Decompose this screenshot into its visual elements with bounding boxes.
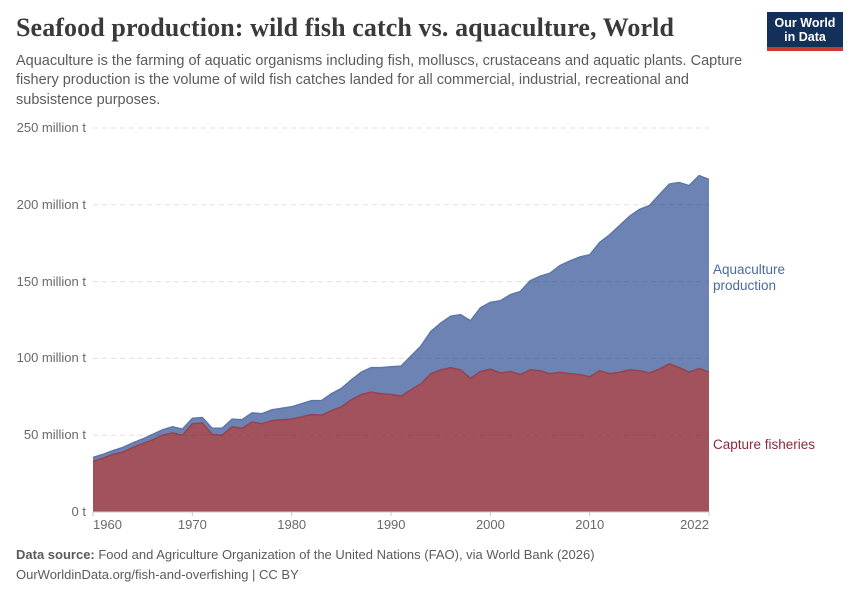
y-axis-tick-label-100: 100 million t bbox=[16, 350, 86, 366]
owid-logo-line2: in Data bbox=[784, 30, 826, 44]
x-axis-tick-marks bbox=[92, 512, 710, 516]
owid-logo-line1: Our World bbox=[774, 16, 836, 30]
license-link[interactable]: OurWorldinData.org/fish-and-overfishing … bbox=[16, 566, 299, 582]
y-axis-tick-label-250: 250 million t bbox=[16, 120, 86, 135]
y-axis-tick-label-50: 50 million t bbox=[23, 427, 86, 443]
chart-subtitle: Aquaculture is the farming of aquatic or… bbox=[16, 53, 743, 108]
x-axis-tick-label-2010: 2010 bbox=[575, 517, 605, 532]
x-axis-tick-label-1970: 1970 bbox=[177, 517, 207, 532]
data-source-label: Data source: bbox=[16, 547, 95, 562]
data-source-line: Data source: Food and Agriculture Organi… bbox=[16, 545, 595, 565]
aquaculture-area[interactable] bbox=[93, 175, 709, 462]
capture-series-label: Capture fisheries bbox=[713, 437, 816, 452]
gridlines bbox=[93, 127, 709, 436]
y-axis-tick-label-200: 200 million t bbox=[16, 196, 86, 212]
y-axis-tick-label-150: 150 million t bbox=[16, 273, 86, 289]
x-axis-tick-label-1990: 1990 bbox=[376, 517, 406, 532]
y-axis-tick-label-0: 0 t bbox=[71, 504, 86, 519]
owid-logo: Our World in Data bbox=[767, 12, 843, 51]
capture-fisheries-area[interactable] bbox=[93, 363, 709, 512]
aquaculture-top-line bbox=[92, 174, 710, 459]
data-source-text: Food and Agriculture Organization of the… bbox=[94, 547, 595, 562]
x-axis-tick-label-1960: 1960 bbox=[93, 517, 122, 532]
chart-footer: Data source: Food and Agriculture Organi… bbox=[16, 545, 595, 584]
page-title: Seafood production: wild fish catch vs. … bbox=[16, 13, 675, 42]
capture-fisheries-top-line bbox=[92, 362, 710, 463]
x-axis-tick-label-2022: 2022 bbox=[680, 517, 709, 532]
aquaculture-series-label: Aquaculture production bbox=[713, 262, 786, 293]
x-axis-tick-label-2000: 2000 bbox=[475, 517, 505, 532]
x-axis-tick-label-1980: 1980 bbox=[277, 517, 307, 532]
